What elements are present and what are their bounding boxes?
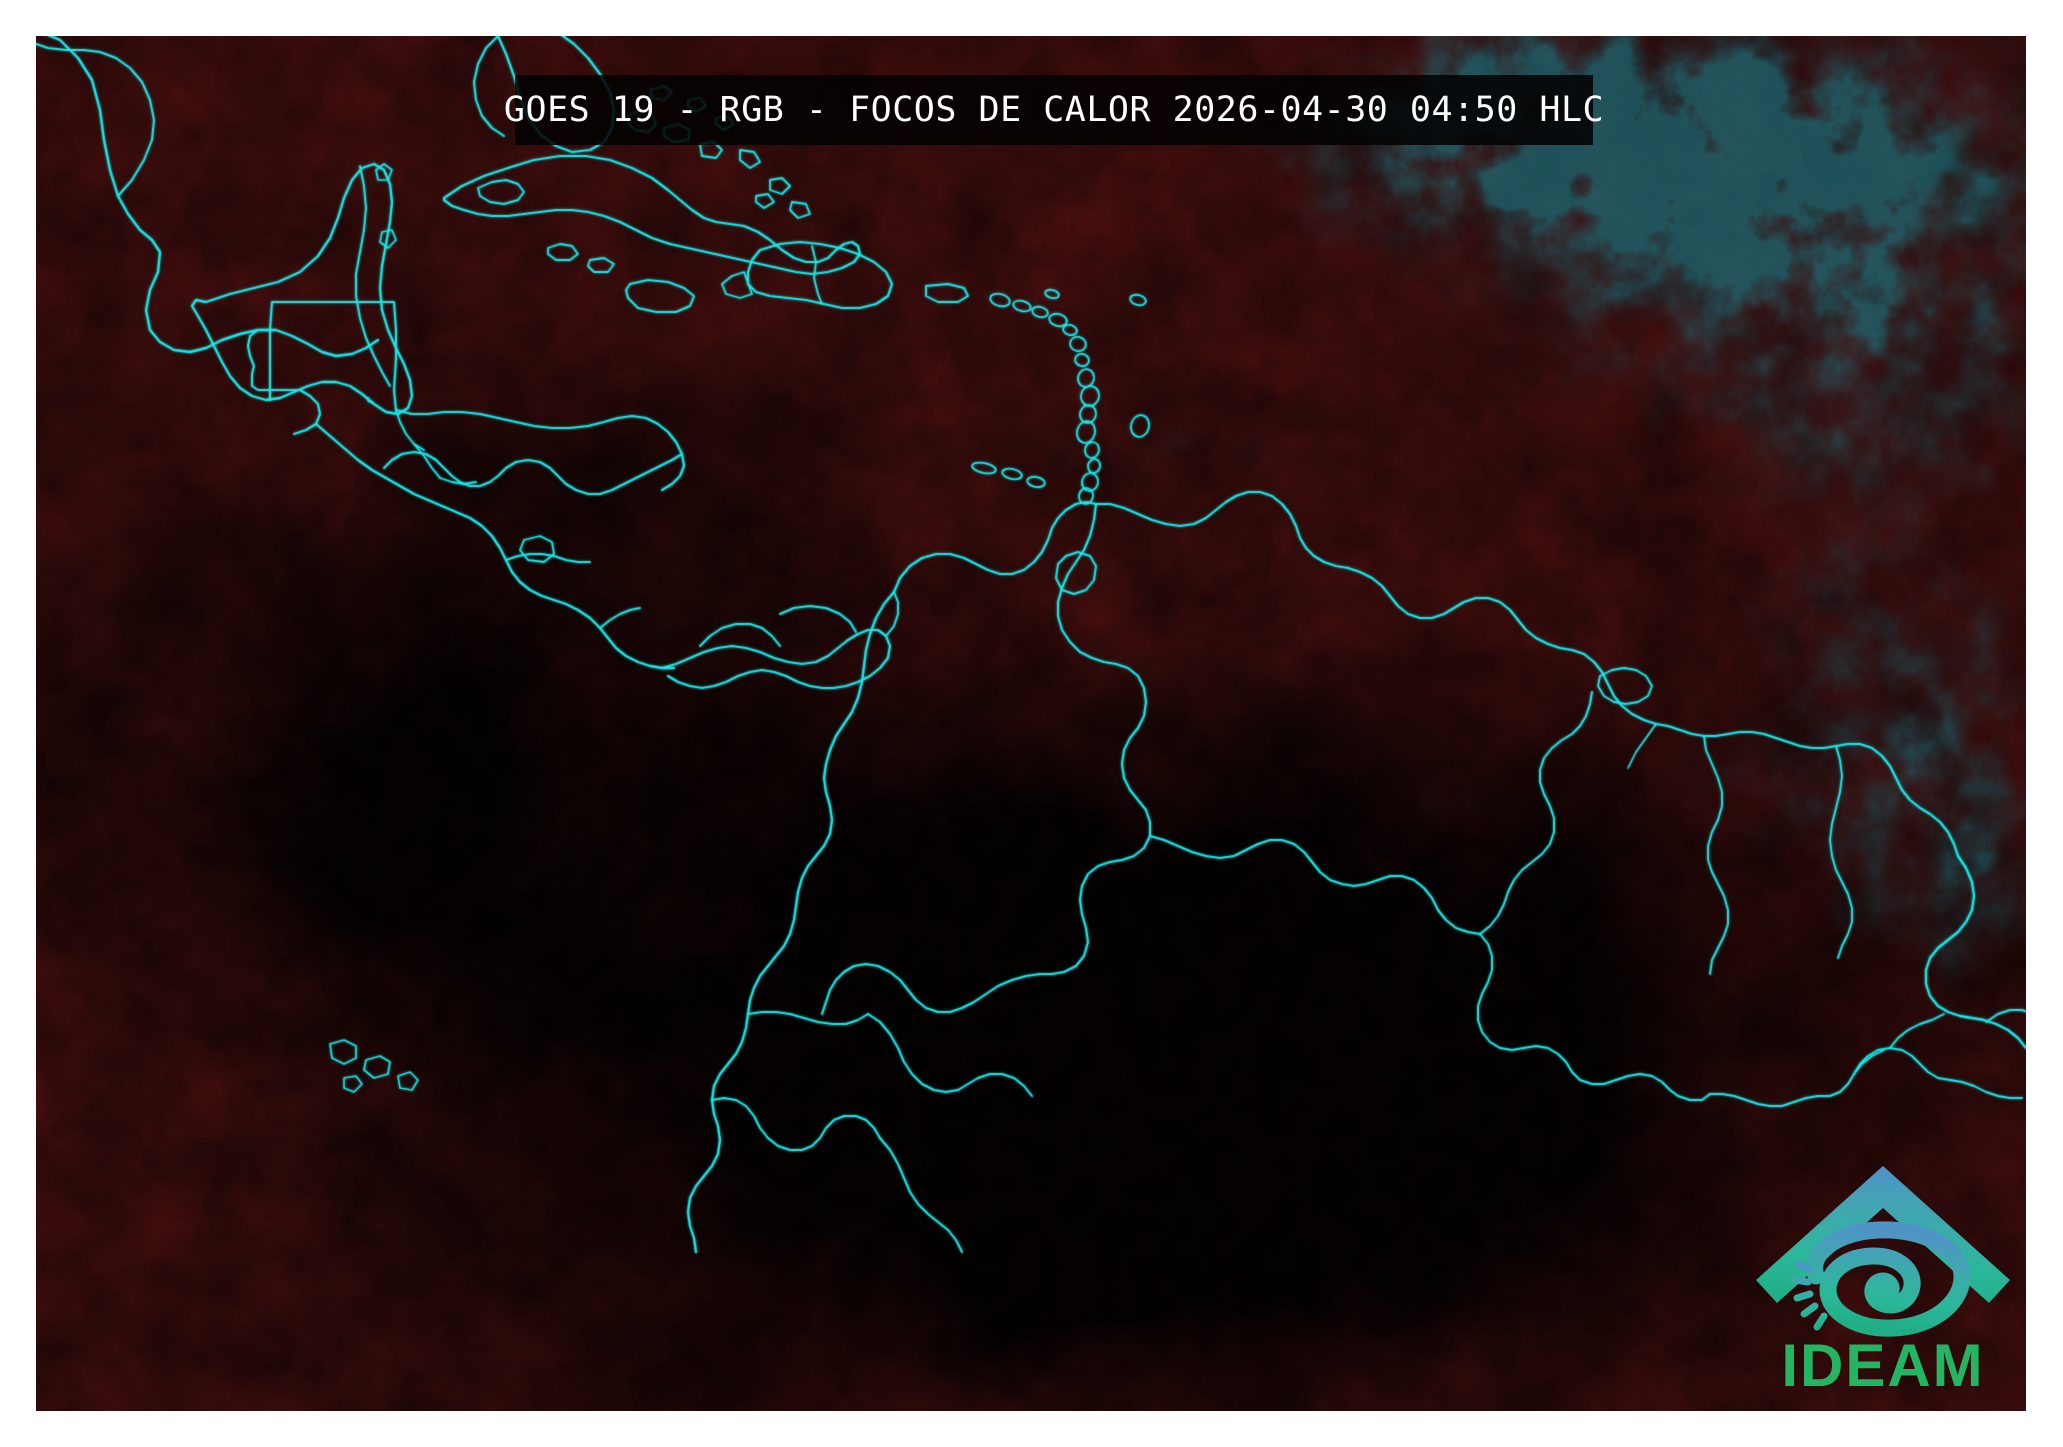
satellite-image-frame [36,36,2026,1411]
product-title: GOES 19 - RGB - FOCOS DE CALOR 2026-04-3… [503,89,1605,130]
ideam-logo: IDEAM [1748,1158,2018,1406]
ideam-wordmark: IDEAM [1781,1332,1985,1399]
ideam-roof-spiral-eye-icon [1756,1166,2010,1337]
satellite-map-canvas [36,36,2026,1411]
title-overlay-band: GOES 19 - RGB - FOCOS DE CALOR 2026-04-3… [504,75,1604,145]
